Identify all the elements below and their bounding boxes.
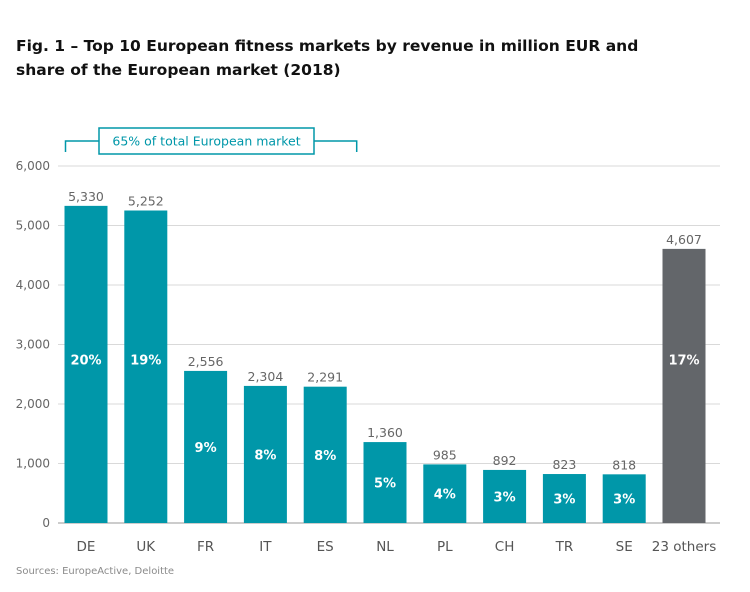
value-label: 2,304 — [248, 369, 284, 384]
share-label: 8% — [314, 449, 336, 464]
category-label: DE — [77, 539, 96, 555]
bar-de — [64, 205, 108, 524]
bracket-label: 65% of total European market — [112, 134, 300, 149]
bracket-box — [98, 127, 315, 155]
bar-ch — [483, 469, 527, 523]
share-label: 8% — [254, 448, 276, 463]
category-label: CH — [495, 539, 515, 555]
y-tick-label: 1,000 — [16, 457, 50, 471]
source-note: Sources: EuropeActive, Deloitte — [16, 566, 175, 577]
bracket-line — [64, 140, 358, 152]
category-label: NL — [376, 539, 394, 555]
value-label: 5,252 — [128, 194, 164, 209]
value-label: 818 — [612, 457, 636, 472]
y-tick-label: 5,000 — [16, 219, 50, 233]
value-label: 892 — [493, 453, 517, 468]
bar-fr — [184, 370, 228, 523]
chart-title-line-1: Fig. 1 – Top 10 European fitness markets… — [16, 37, 639, 55]
value-label: 4,607 — [666, 232, 702, 247]
bar-tr — [542, 474, 586, 523]
value-label: 985 — [433, 447, 457, 462]
y-tick-label: 2,000 — [16, 397, 50, 411]
bar-it — [243, 385, 287, 523]
value-label: 1,360 — [367, 425, 403, 440]
bar-es — [303, 386, 347, 523]
chart-title: Fig. 1 – Top 10 European fitness markets… — [16, 34, 716, 82]
bar-pl — [423, 464, 467, 523]
bar-se — [602, 474, 646, 523]
y-axis: 0 1,000 2,000 3,000 4,000 5,000 6,000 — [16, 159, 50, 530]
category-label: PL — [437, 539, 453, 555]
y-tick-label: 0 — [42, 516, 50, 530]
category-label: TR — [555, 539, 574, 555]
bar-23-others — [662, 248, 706, 524]
category-label: 23 others — [652, 539, 716, 555]
category-label: SE — [616, 539, 633, 555]
bar-nl — [363, 442, 407, 523]
category-label: FR — [197, 539, 214, 555]
y-tick-label: 6,000 — [16, 159, 50, 173]
y-tick-label: 3,000 — [16, 338, 50, 352]
category-label: ES — [317, 539, 334, 555]
share-label: 20% — [70, 354, 101, 369]
share-label: 3% — [494, 490, 516, 505]
share-label: 19% — [130, 354, 161, 369]
share-label: 9% — [195, 441, 217, 456]
y-tick-label: 4,000 — [16, 278, 50, 292]
value-label: 5,330 — [68, 189, 104, 204]
category-label: IT — [259, 539, 272, 555]
share-label: 4% — [434, 488, 456, 503]
value-label: 2,556 — [188, 354, 224, 369]
share-label: 5% — [374, 477, 396, 492]
share-label: 17% — [668, 354, 699, 369]
share-label: 3% — [553, 493, 575, 508]
market-share-bracket: 65% of total European market — [64, 127, 358, 155]
value-label: 823 — [552, 457, 576, 472]
share-label: 3% — [613, 493, 635, 508]
bar-uk — [124, 210, 168, 524]
bars: 5,330 20% DE 5,252 19% UK 2,556 9% FR 2,304 8% IT 2,… — [64, 189, 716, 555]
value-label: 2,291 — [307, 370, 343, 385]
chart-title-line-2: share of the European market (2018) — [16, 61, 341, 79]
category-label: UK — [136, 539, 156, 555]
